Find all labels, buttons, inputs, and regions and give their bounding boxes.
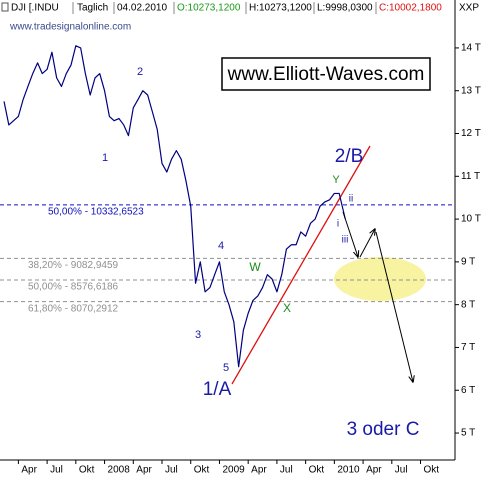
close: C:10002,1800 bbox=[379, 3, 442, 14]
level-label: 61,80% - 8070,2912 bbox=[28, 303, 119, 314]
x-tick-label: 2009 bbox=[222, 465, 245, 476]
y-tick-label: 11 T bbox=[461, 171, 480, 182]
wave-label: Y bbox=[332, 174, 340, 186]
x-tick-label: Apr bbox=[136, 465, 152, 476]
target-zone bbox=[334, 257, 426, 301]
projection-arrows bbox=[342, 211, 413, 382]
wave-label: 1 bbox=[102, 152, 108, 164]
wave-label: X bbox=[283, 301, 291, 315]
wave-label: W bbox=[249, 260, 261, 274]
y-tick-label: 8 T bbox=[461, 299, 475, 310]
x-tick-label: Jul bbox=[395, 465, 408, 476]
brand-box bbox=[221, 57, 431, 91]
y-tick-label: 9 T bbox=[461, 257, 475, 268]
y-tick-label: 10 T bbox=[461, 214, 481, 225]
y-tick-label: 14 T bbox=[461, 43, 481, 54]
watermark: www.tradesignalonline.com bbox=[9, 22, 131, 33]
wave-label: 4 bbox=[218, 240, 224, 252]
symbol-icon bbox=[1, 2, 9, 12]
x-tick-label: Apr bbox=[251, 465, 267, 476]
arrow bbox=[342, 211, 358, 257]
trend-line bbox=[231, 145, 371, 385]
x-tick-label: Apr bbox=[366, 465, 382, 476]
x-tick-label: 2010 bbox=[337, 465, 360, 476]
wave-label: ii bbox=[349, 194, 353, 205]
x-tick-label: Apr bbox=[21, 465, 37, 476]
high: H:10273,1200 bbox=[249, 3, 312, 14]
wave-label: 2/B bbox=[335, 146, 364, 167]
wave-label: 3 oder C bbox=[347, 419, 420, 440]
x-tick-label: Okt bbox=[79, 465, 95, 476]
corner-label: XXP bbox=[459, 3, 479, 14]
y-tick-label: 12 T bbox=[461, 128, 481, 139]
wave-label: 3 bbox=[195, 329, 201, 341]
y-tick-label: 13 T bbox=[461, 85, 481, 96]
wave-label: 2 bbox=[137, 66, 143, 78]
x-tick-label: Jul bbox=[280, 465, 293, 476]
level-label: 38,20% - 9082,9459 bbox=[28, 260, 119, 271]
x-tick-label: Jul bbox=[165, 465, 178, 476]
interval: Taglich bbox=[77, 3, 108, 14]
x-tick-label: Okt bbox=[424, 465, 440, 476]
wave-label: 5 bbox=[223, 362, 229, 374]
y-tick-label: 7 T bbox=[461, 342, 475, 353]
symbol: DJI [.INDU bbox=[11, 3, 59, 14]
wave-label: iii bbox=[342, 235, 349, 246]
brand: www.Elliott-Waves.com bbox=[227, 64, 425, 85]
y-tick-label: 5 T bbox=[461, 428, 475, 439]
y-tick-label: 6 T bbox=[461, 385, 475, 396]
x-tick-label: Okt bbox=[309, 465, 325, 476]
arrow bbox=[359, 229, 375, 258]
price-line bbox=[3, 45, 346, 368]
arrow bbox=[375, 231, 413, 382]
low: L:9998,0300 bbox=[317, 3, 373, 14]
x-tick-label: Okt bbox=[194, 465, 210, 476]
level-label: 50,00% - 10332,6523 bbox=[48, 206, 144, 217]
open: O:10273,1200 bbox=[177, 3, 241, 14]
x-tick-label: 2008 bbox=[108, 465, 131, 476]
x-tick-label: Jul bbox=[50, 465, 63, 476]
date: 04.02.2010 bbox=[117, 3, 167, 14]
level-label: 50,00% - 8576,6186 bbox=[28, 282, 119, 293]
wave-label: i bbox=[337, 219, 339, 230]
wave-label: 1/A bbox=[203, 379, 232, 400]
